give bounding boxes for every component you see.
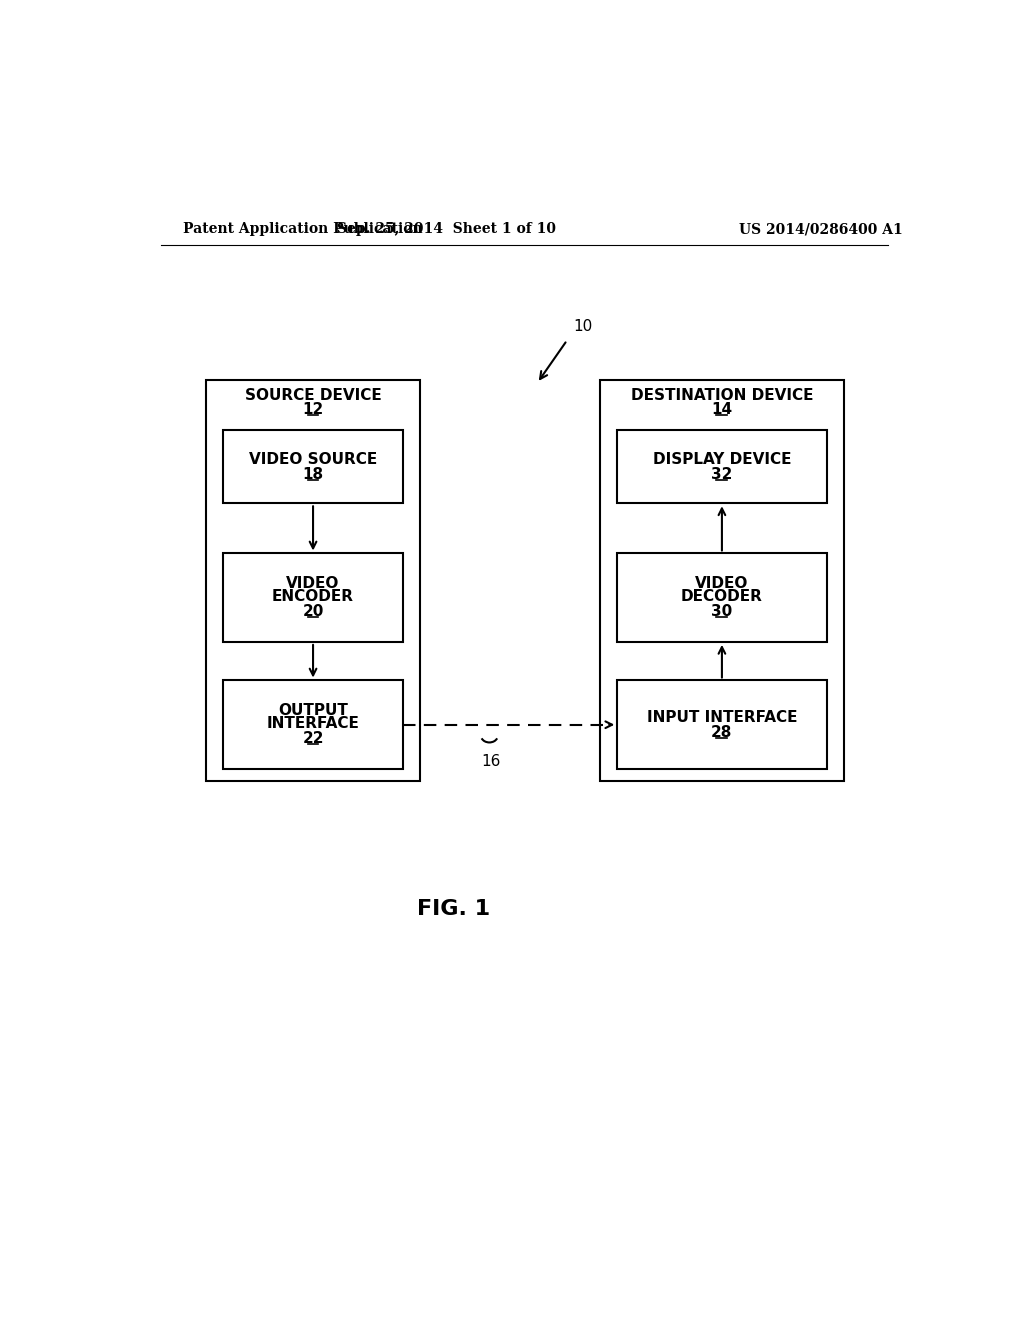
Text: INTERFACE: INTERFACE: [266, 715, 359, 731]
Bar: [617, 681, 826, 770]
Text: OUTPUT: OUTPUT: [279, 704, 348, 718]
Text: 10: 10: [573, 319, 593, 334]
Text: VIDEO: VIDEO: [287, 577, 340, 591]
Text: INPUT INTERFACE: INPUT INTERFACE: [647, 710, 797, 725]
Text: Patent Application Publication: Patent Application Publication: [183, 222, 423, 236]
Text: DECODER: DECODER: [681, 589, 763, 603]
Text: FIG. 1: FIG. 1: [418, 899, 490, 919]
Bar: [223, 681, 403, 770]
Text: DESTINATION DEVICE: DESTINATION DEVICE: [631, 388, 813, 403]
Bar: [600, 380, 844, 780]
Text: 30: 30: [712, 605, 732, 619]
Text: SOURCE DEVICE: SOURCE DEVICE: [245, 388, 381, 403]
Bar: [223, 430, 403, 503]
Text: Sep. 25, 2014  Sheet 1 of 10: Sep. 25, 2014 Sheet 1 of 10: [337, 222, 556, 236]
Text: 28: 28: [712, 725, 732, 741]
Bar: [206, 380, 420, 780]
Text: 16: 16: [481, 754, 501, 770]
Text: 32: 32: [712, 467, 732, 482]
Text: 14: 14: [712, 401, 732, 417]
Text: 18: 18: [302, 467, 324, 482]
Text: 20: 20: [302, 605, 324, 619]
Text: VIDEO SOURCE: VIDEO SOURCE: [249, 453, 377, 467]
Text: DISPLAY DEVICE: DISPLAY DEVICE: [652, 453, 792, 467]
Text: VIDEO: VIDEO: [695, 577, 749, 591]
Text: US 2014/0286400 A1: US 2014/0286400 A1: [739, 222, 902, 236]
Text: 12: 12: [302, 401, 324, 417]
Text: ENCODER: ENCODER: [272, 589, 354, 603]
Bar: [223, 553, 403, 642]
Bar: [617, 553, 826, 642]
Bar: [617, 430, 826, 503]
Text: 22: 22: [302, 731, 324, 746]
